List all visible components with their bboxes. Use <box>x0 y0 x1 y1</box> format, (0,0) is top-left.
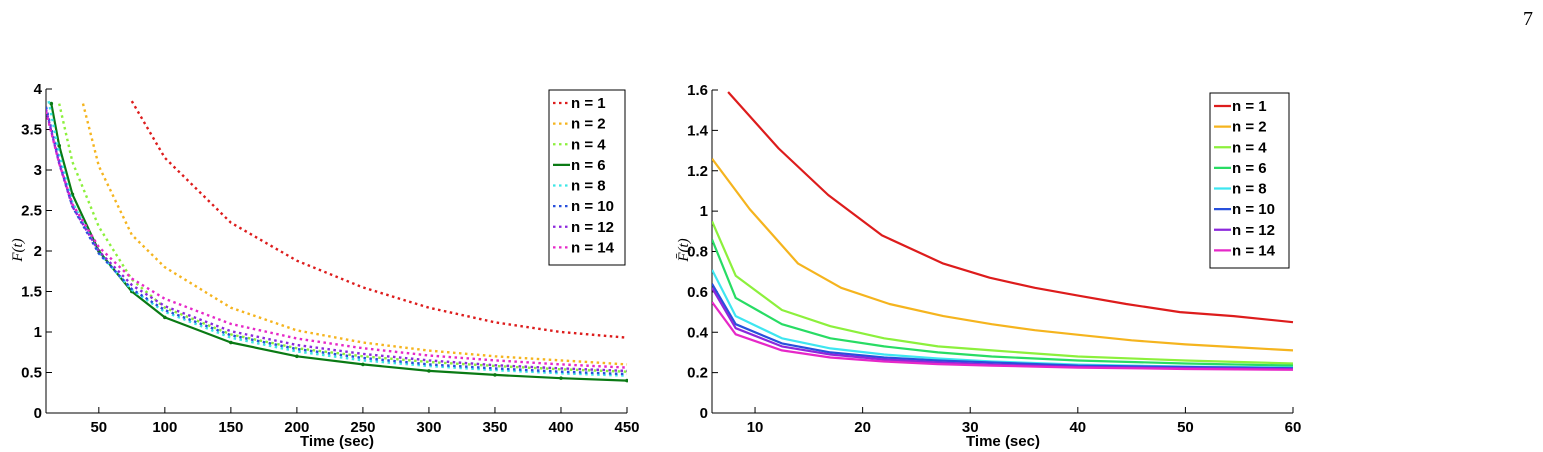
y-axis-label: F(t) <box>10 238 26 262</box>
y-tick-label: 1.6 <box>687 82 708 99</box>
x-tick-label: 30 <box>962 419 979 436</box>
y-tick-label: 1 <box>700 203 708 220</box>
y-tick-label: 1.5 <box>21 284 42 301</box>
x-tick-label: 400 <box>548 419 573 436</box>
series-line-n10 <box>712 283 1294 370</box>
legend-label: n = 6 <box>1232 160 1267 177</box>
legend-label: n = 4 <box>571 136 606 153</box>
y-tick-label: 0.5 <box>21 365 42 382</box>
series-line-n1 <box>130 100 628 339</box>
series-line-n2 <box>81 103 628 366</box>
y-tick-label: 0 <box>34 405 42 422</box>
series-line-n1 <box>727 91 1294 324</box>
series-line-n4 <box>58 103 628 373</box>
series-line-n6 <box>50 103 628 382</box>
y-tick-label: 1 <box>34 324 42 341</box>
data-point <box>295 354 299 359</box>
data-point <box>49 101 54 106</box>
y-tick-label: 2 <box>34 243 42 260</box>
legend-label: n = 1 <box>571 95 606 112</box>
legend-label: n = 12 <box>1232 222 1275 239</box>
legend-label: n = 10 <box>1232 201 1275 218</box>
y-tick-label: 1.2 <box>687 163 708 180</box>
x-tick-label: 40 <box>1069 419 1086 436</box>
data-point <box>493 373 497 377</box>
series-line-n2 <box>712 157 1294 352</box>
y-tick-label: 4 <box>34 81 43 98</box>
data-point <box>559 376 563 380</box>
legend: n = 1 n = 2 n = 4 n = 6 n = 8 n = 10 n = 12 n =… <box>1209 92 1290 269</box>
legend-label: n = 8 <box>1232 181 1267 198</box>
legend-label: n = 8 <box>571 178 606 195</box>
legend-label: n = 2 <box>1232 119 1267 136</box>
y-tick-label: 1.4 <box>687 122 709 139</box>
series-line-n12 <box>46 109 628 373</box>
legend-label: n = 2 <box>571 116 606 133</box>
series-line-n6 <box>712 238 1294 367</box>
legend-label: n = 14 <box>1232 242 1276 259</box>
data-point <box>163 315 167 320</box>
x-tick-label: 450 <box>614 419 639 436</box>
x-tick-label: 20 <box>854 419 871 436</box>
legend-label: n = 10 <box>571 198 614 215</box>
series-line-n4 <box>712 220 1294 365</box>
x-tick-label: 200 <box>284 419 309 436</box>
chart-right: 10 20 30 40 50 60 0 0.2 0.4 0.6 0.8 1 1.2 1.4 1.6 Time … <box>676 82 1301 450</box>
legend-box <box>1209 92 1290 269</box>
x-axis-label: Time (sec) <box>966 433 1040 450</box>
x-tick-label: 50 <box>90 419 107 436</box>
x-tick-label: 100 <box>152 419 177 436</box>
x-tick-label: 10 <box>747 419 764 436</box>
x-tick-label: 150 <box>218 419 243 436</box>
data-point <box>229 340 233 345</box>
series-line-n14 <box>46 111 628 369</box>
x-tick-label: 300 <box>416 419 441 436</box>
data-point <box>57 143 62 148</box>
legend-label: n = 4 <box>1232 139 1267 156</box>
data-point <box>427 369 431 373</box>
y-tick-label: 0.2 <box>687 365 708 382</box>
chart-left: 50 100 150 200 250 300 350 400 450 0 0.5 1 1.5 2 2.5 3 3… <box>10 81 640 450</box>
y-tick-label: 2.5 <box>21 203 42 220</box>
x-tick-label: 250 <box>350 419 375 436</box>
legend-box <box>548 89 626 266</box>
y-tick-label: 0.6 <box>687 284 708 301</box>
x-tick-label: 60 <box>1285 419 1302 436</box>
y-tick-label: 0 <box>700 405 708 422</box>
data-point <box>361 362 365 367</box>
page-number: 7 <box>1523 8 1533 30</box>
y-tick-label: 3.5 <box>21 122 42 139</box>
x-tick-label: 350 <box>482 419 507 436</box>
series-line-n14 <box>712 301 1294 371</box>
legend-label: n = 12 <box>571 219 614 236</box>
x-tick-label: 50 <box>1177 419 1194 436</box>
y-axis-label: F̄(t) <box>676 238 692 262</box>
x-axis-label: Time (sec) <box>300 433 374 450</box>
y-tick-label: 0.4 <box>687 324 709 341</box>
y-tick-label: 3 <box>34 162 42 179</box>
legend-label: n = 6 <box>571 157 606 174</box>
series-line-n10 <box>46 106 628 376</box>
y-tick-label: 0.8 <box>687 244 708 261</box>
legend-label: n = 1 <box>1232 98 1267 115</box>
series-line-n8 <box>47 100 628 377</box>
legend-label: n = 14 <box>571 239 615 256</box>
data-point <box>625 378 628 383</box>
legend: n = 1 n = 2 n = 4 n = 6 n = 8 n = 10 n = 12 n =… <box>548 89 626 266</box>
